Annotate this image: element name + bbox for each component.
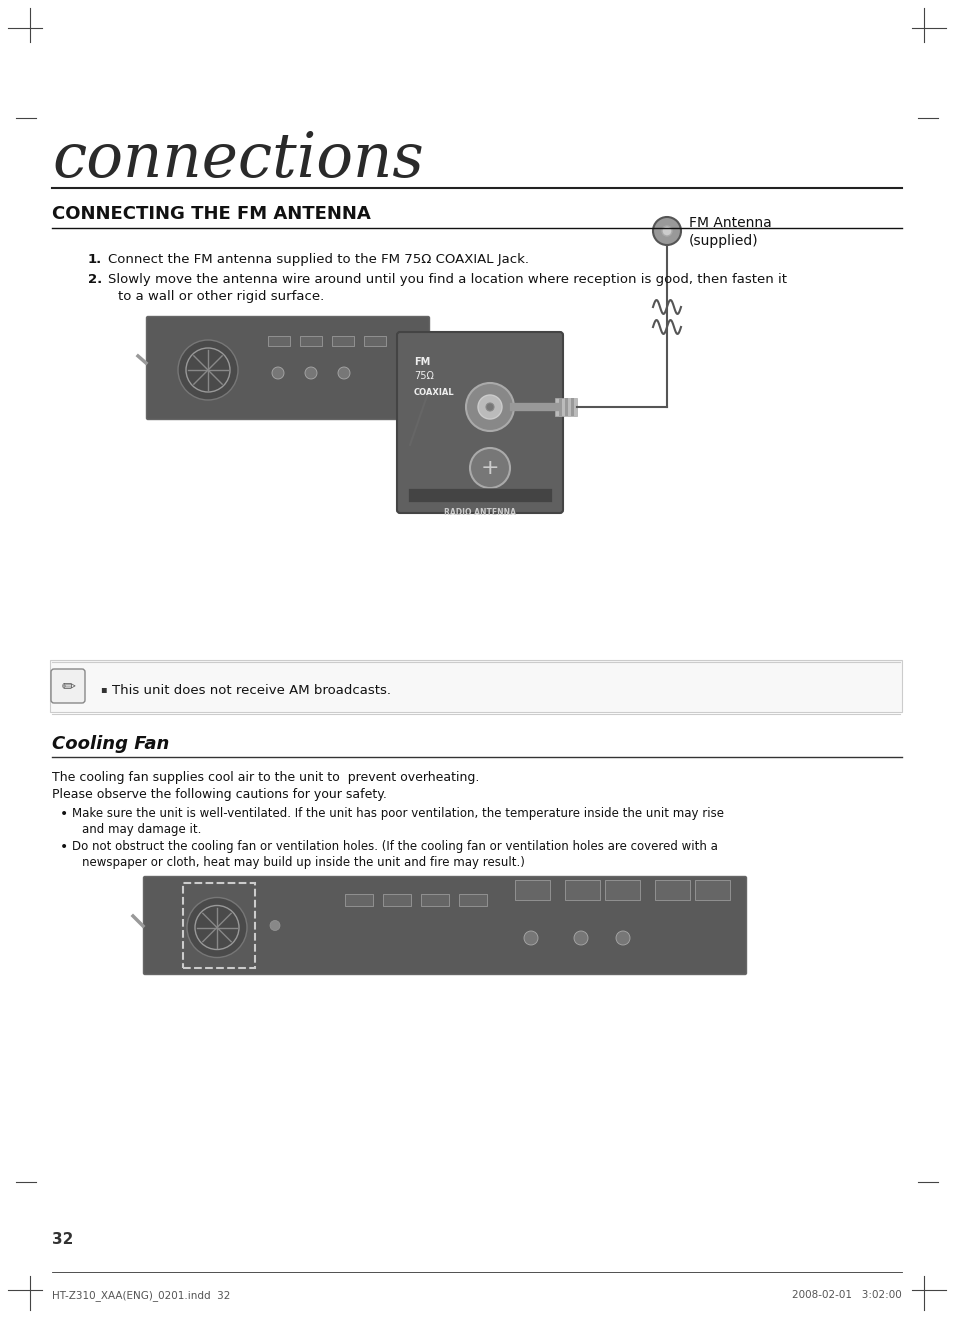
Text: ▪: ▪	[100, 684, 107, 695]
Text: Connect the FM antenna supplied to the FM 75Ω COAXIAL Jack.: Connect the FM antenna supplied to the F…	[108, 253, 529, 266]
Text: connections: connections	[52, 130, 423, 190]
Text: •: •	[60, 807, 69, 821]
Bar	[420, 894, 449, 905]
Circle shape	[616, 931, 629, 945]
Text: Slowly move the antenna wire around until you find a location where reception is: Slowly move the antenna wire around unti…	[108, 273, 786, 286]
Text: COAXIAL: COAXIAL	[414, 387, 455, 397]
Text: 2.: 2.	[88, 273, 102, 286]
Bar	[515, 880, 550, 900]
Circle shape	[187, 898, 247, 957]
Bar	[655, 880, 689, 900]
Circle shape	[305, 366, 316, 380]
Circle shape	[186, 348, 230, 391]
Bar	[395, 336, 417, 347]
FancyBboxPatch shape	[147, 316, 429, 419]
Circle shape	[652, 217, 680, 245]
FancyBboxPatch shape	[51, 670, 85, 702]
Circle shape	[661, 225, 671, 236]
Bar	[364, 336, 386, 347]
Text: Do not obstruct the cooling fan or ventilation holes. (If the cooling fan or ven: Do not obstruct the cooling fan or venti…	[71, 840, 717, 853]
Text: 2008-02-01   3:02:00: 2008-02-01 3:02:00	[791, 1290, 901, 1300]
Text: (supplied): (supplied)	[688, 235, 758, 248]
Text: The cooling fan supplies cool air to the unit to  prevent overheating.: The cooling fan supplies cool air to the…	[52, 771, 478, 784]
Bar	[695, 880, 729, 900]
Circle shape	[270, 920, 280, 931]
Circle shape	[465, 384, 514, 431]
Bar	[571, 398, 574, 416]
Text: and may damage it.: and may damage it.	[82, 822, 201, 836]
Text: newspaper or cloth, heat may build up inside the unit and fire may result.): newspaper or cloth, heat may build up in…	[82, 855, 524, 869]
Text: RADIO ANTENNA: RADIO ANTENNA	[443, 507, 516, 517]
Bar	[408, 488, 552, 502]
Circle shape	[337, 366, 350, 380]
Circle shape	[477, 395, 501, 419]
Bar	[410, 333, 419, 353]
Bar	[183, 883, 254, 967]
FancyBboxPatch shape	[50, 660, 901, 712]
Text: FM: FM	[414, 357, 430, 366]
Text: Please observe the following cautions for your safety.: Please observe the following cautions fo…	[52, 788, 387, 801]
Text: •: •	[60, 840, 69, 854]
Bar	[564, 398, 567, 416]
Text: 32: 32	[52, 1232, 73, 1247]
Bar	[564, 880, 599, 900]
Bar	[558, 398, 561, 416]
Circle shape	[523, 931, 537, 945]
Circle shape	[574, 931, 587, 945]
Circle shape	[470, 448, 510, 488]
Text: FM Antenna: FM Antenna	[688, 216, 771, 231]
Bar	[268, 336, 290, 347]
Text: HT-Z310_XAA(ENG)_0201.indd  32: HT-Z310_XAA(ENG)_0201.indd 32	[52, 1290, 230, 1301]
Bar	[604, 880, 639, 900]
Text: +: +	[480, 457, 498, 478]
Text: Cooling Fan: Cooling Fan	[52, 735, 170, 753]
Bar	[458, 894, 486, 905]
FancyBboxPatch shape	[396, 332, 562, 513]
Bar	[382, 894, 411, 905]
Text: Make sure the unit is well-ventilated. If the unit has poor ventilation, the tem: Make sure the unit is well-ventilated. I…	[71, 807, 723, 820]
Circle shape	[485, 403, 494, 411]
Bar	[555, 398, 577, 416]
Text: 1.: 1.	[88, 253, 102, 266]
Text: ✏: ✏	[61, 677, 75, 695]
Text: This unit does not receive AM broadcasts.: This unit does not receive AM broadcasts…	[112, 684, 391, 697]
Circle shape	[194, 905, 239, 949]
Text: CONNECTING THE FM ANTENNA: CONNECTING THE FM ANTENNA	[52, 206, 371, 223]
Bar	[332, 336, 354, 347]
Circle shape	[272, 366, 284, 380]
Circle shape	[178, 340, 237, 399]
Bar	[299, 336, 322, 347]
Text: to a wall or other rigid surface.: to a wall or other rigid surface.	[118, 290, 324, 303]
Text: 75Ω: 75Ω	[414, 370, 434, 381]
FancyBboxPatch shape	[143, 876, 745, 974]
Bar	[345, 894, 373, 905]
